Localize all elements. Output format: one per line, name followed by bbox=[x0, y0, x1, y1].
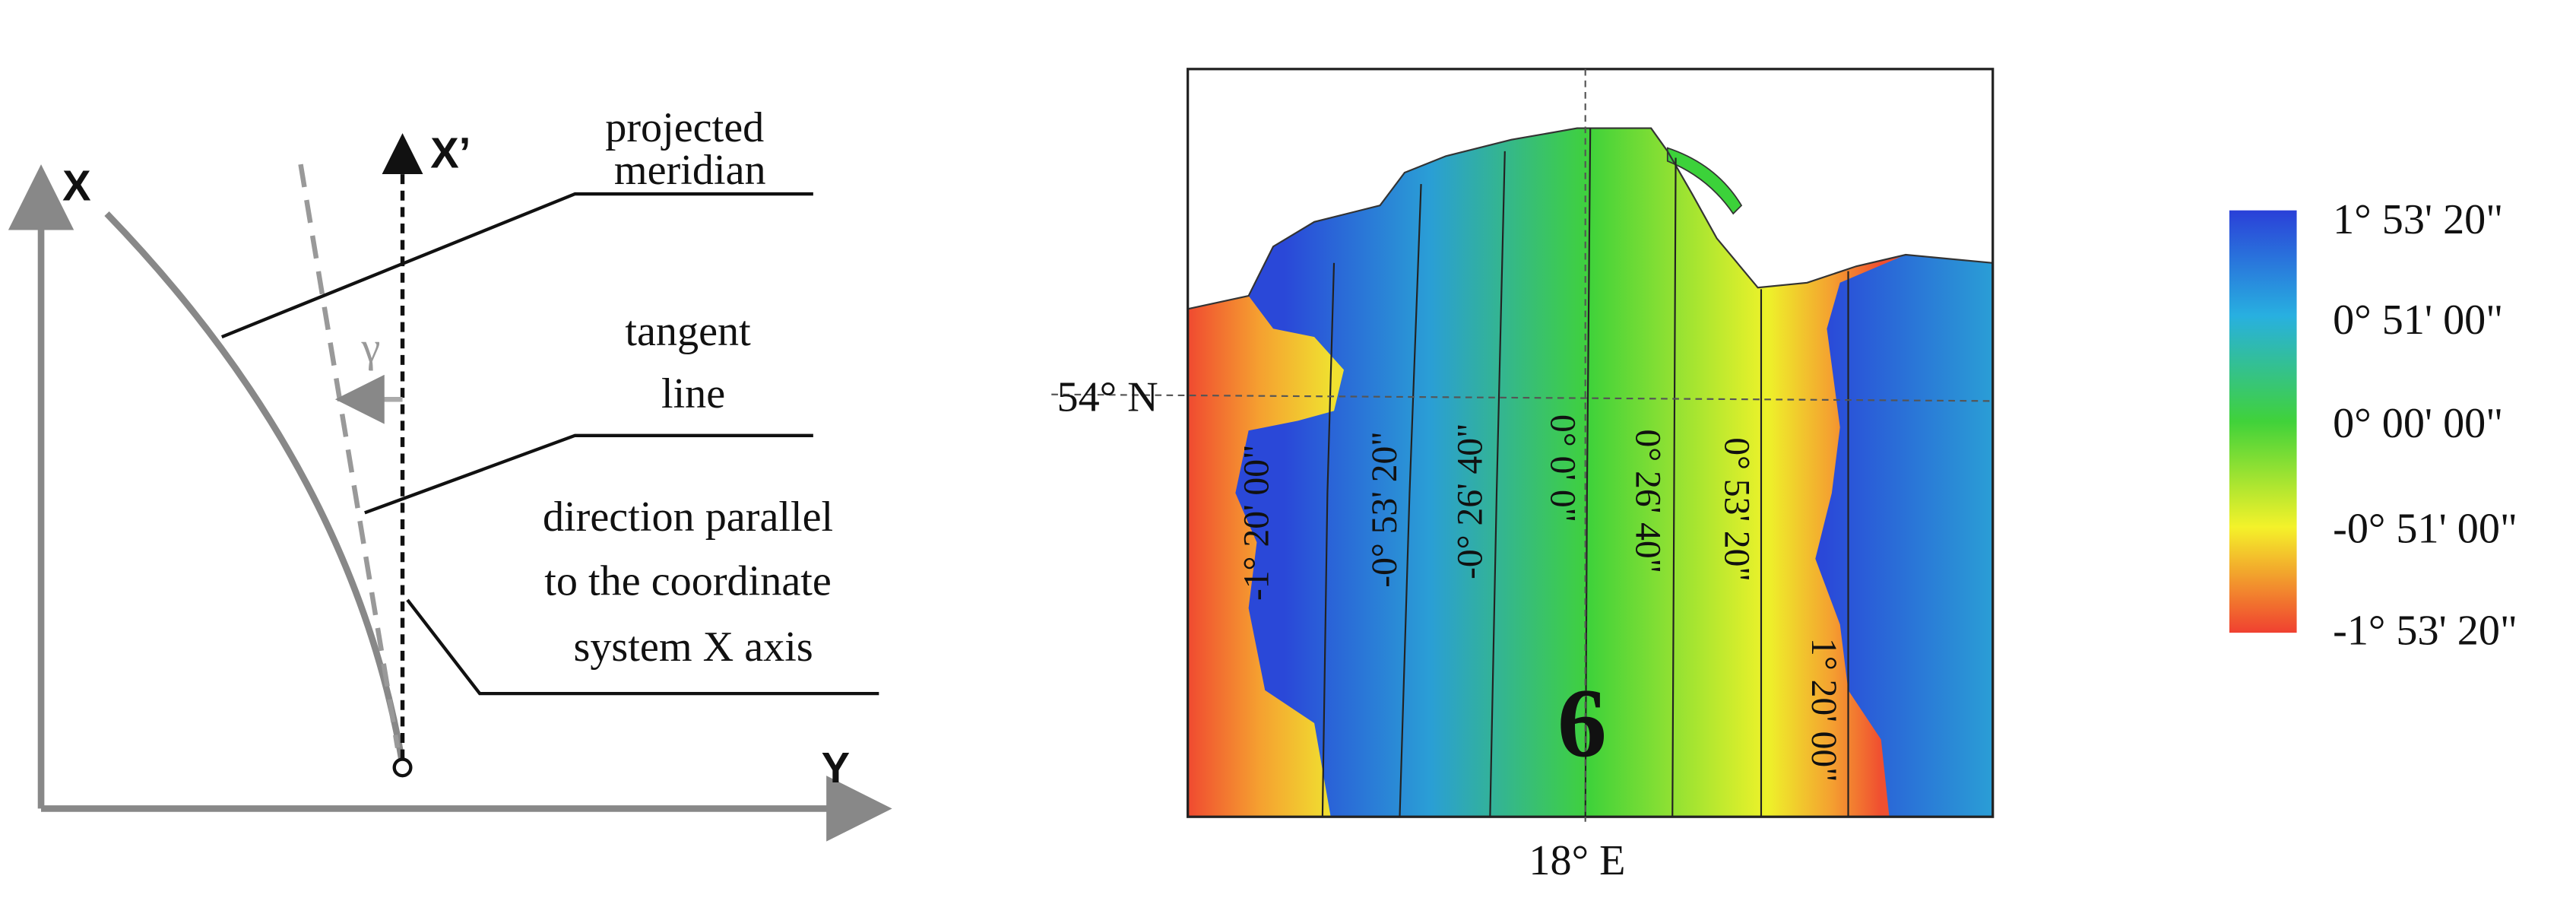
isoline-label: 0° 0' 0" bbox=[1542, 414, 1582, 522]
colorbar-label: 0° 51' 00" bbox=[2333, 297, 2503, 344]
leader bbox=[220, 192, 813, 339]
lon-label: 18° E bbox=[1529, 837, 1625, 884]
zone-right bbox=[1815, 255, 1993, 817]
zone-left bbox=[1187, 296, 1344, 817]
isolines bbox=[1321, 128, 1849, 817]
colorbar-label: 0° 00' 00" bbox=[2333, 400, 2503, 447]
isoline-label: -0° 26' 40" bbox=[1451, 424, 1491, 579]
zone-number: 6 bbox=[1557, 668, 1607, 778]
peninsula bbox=[1666, 147, 1743, 215]
colorbar-scale bbox=[2229, 210, 2297, 633]
diagram: X X’ Y γ projected meridian tangent line… bbox=[8, 104, 892, 842]
isoline-label: 0° 26' 40" bbox=[1628, 429, 1668, 573]
label: direction parallel to the coordinate sys… bbox=[543, 493, 844, 671]
colorbar-label: -1° 53' 20" bbox=[2333, 607, 2517, 654]
meridian-curve bbox=[104, 211, 406, 765]
colorbar: 1° 53' 20" 0° 51' 00" 0° 00' 00" -0° 51'… bbox=[2229, 196, 2517, 654]
angle-label: γ bbox=[360, 325, 380, 372]
origin bbox=[392, 757, 413, 778]
isoline-label: 0° 53' 20" bbox=[1716, 437, 1756, 582]
tangent-line bbox=[298, 163, 401, 748]
isoline-label: -1° 20' 00" bbox=[1237, 445, 1277, 601]
axis-label: X’ bbox=[430, 129, 471, 176]
map: 54° N 18° E 6 -1° 20' 00" -0° 53' 20" -0… bbox=[1051, 68, 1995, 884]
colorbar-label: -0° 51' 00" bbox=[2333, 505, 2517, 552]
frame bbox=[1187, 68, 1995, 818]
axis-label: Y bbox=[822, 744, 850, 792]
axis-label: X bbox=[62, 162, 90, 210]
label: tangent line bbox=[625, 308, 761, 417]
land bbox=[1187, 128, 1993, 817]
leader bbox=[364, 433, 813, 515]
leader bbox=[406, 598, 879, 696]
coastline bbox=[1187, 127, 1993, 310]
parallel-line bbox=[1051, 393, 1993, 402]
colorbar-label: 1° 53' 20" bbox=[2333, 196, 2503, 243]
label: projected meridian bbox=[605, 104, 775, 194]
isoline-label: 1° 20' 00" bbox=[1804, 638, 1843, 782]
isoline-label: -0° 53' 20" bbox=[1365, 431, 1405, 587]
lat-label: 54° N bbox=[1057, 373, 1158, 420]
